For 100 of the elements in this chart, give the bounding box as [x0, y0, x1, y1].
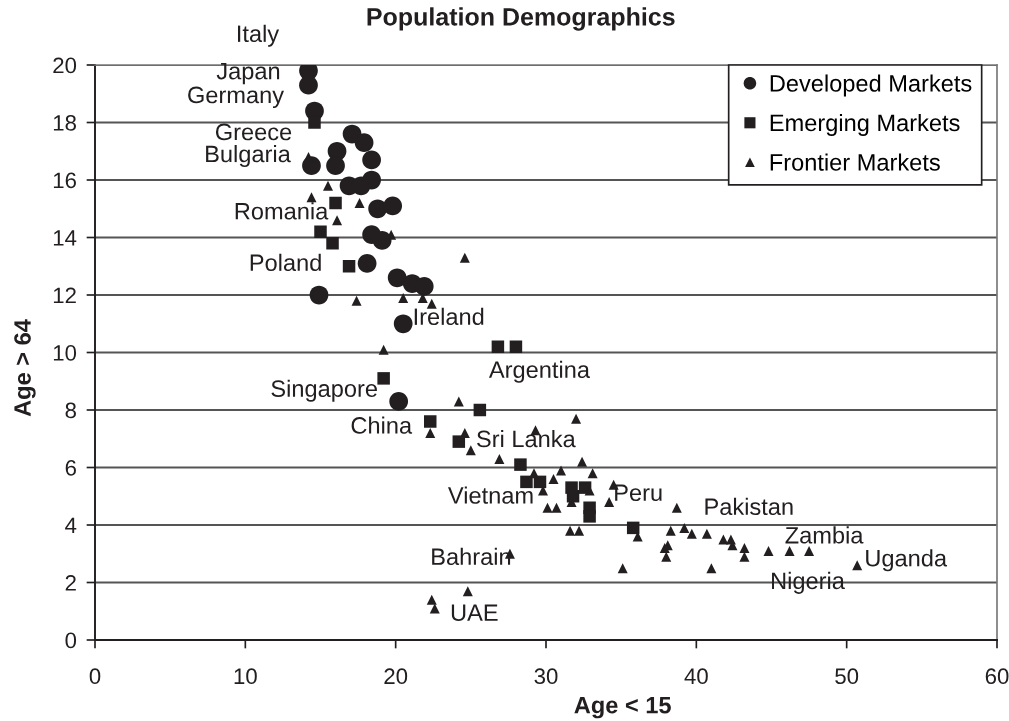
annotation: Italy: [238, 24, 280, 47]
point: [329, 196, 342, 210]
annotation: Romania: [235, 202, 329, 220]
x-axis-title: Age < 15: [574, 697, 671, 719]
x-tick-label: 60: [985, 668, 1009, 685]
point: [377, 372, 390, 385]
annotation: UAE: [451, 604, 498, 622]
x-tick-label: 0: [89, 668, 101, 685]
point: [556, 465, 567, 476]
point: [362, 150, 381, 170]
point: [351, 295, 362, 306]
annotation: Poland: [250, 253, 321, 272]
point: [587, 468, 598, 479]
annotation: Vietnam: [448, 486, 533, 504]
point: [326, 156, 345, 175]
point: [393, 314, 413, 334]
point: [679, 522, 690, 533]
annotation: Sri Lanka: [477, 430, 576, 448]
legend-label: Developed Markets: [770, 74, 972, 97]
point: [604, 497, 615, 507]
point: [414, 277, 434, 296]
point: [389, 392, 409, 411]
point: [804, 545, 815, 556]
point: [299, 75, 318, 95]
point: [387, 268, 407, 288]
point: [784, 545, 795, 556]
point: [425, 428, 436, 438]
point: [583, 510, 596, 523]
point: [357, 254, 377, 273]
point: [701, 528, 712, 539]
point: [852, 560, 863, 571]
y-tick-label: 4: [65, 517, 77, 534]
point: [571, 413, 582, 424]
point: [548, 474, 559, 484]
x-tick-label: 50: [835, 668, 859, 685]
y-tick-label: 20: [53, 57, 77, 74]
point: [462, 586, 473, 597]
annotation: Uganda: [866, 549, 948, 572]
point: [453, 396, 464, 407]
point: [514, 458, 527, 471]
y-tick-label: 10: [53, 345, 77, 361]
annotation: Germany: [188, 86, 284, 108]
x-tick-label: 40: [684, 668, 708, 685]
point: [686, 528, 697, 539]
y-axis-title: Age > 64: [14, 319, 36, 417]
point: [383, 196, 403, 216]
y-tick-label: 0: [65, 632, 77, 649]
point: [378, 344, 389, 355]
x-tick-label: 20: [384, 668, 408, 685]
point: [342, 260, 356, 273]
y-tick-label: 6: [65, 460, 76, 476]
point: [665, 525, 676, 536]
point: [459, 252, 470, 263]
point: [306, 192, 317, 203]
annotation: Greece: [215, 123, 292, 141]
y-tick-label: 8: [65, 402, 76, 419]
point: [354, 133, 374, 152]
chart-title: Population Demographics: [367, 7, 675, 31]
point: [423, 415, 437, 428]
point: [739, 543, 750, 553]
y-tick-label: 12: [53, 287, 76, 304]
y-tick-label: 14: [53, 230, 77, 246]
annotation: Bahrain: [432, 547, 511, 566]
point: [473, 403, 487, 417]
y-tick-label: 2: [65, 575, 76, 591]
y-tick-label: 16: [53, 172, 76, 189]
x-tick-label: 10: [234, 668, 257, 685]
annotation: Singapore: [271, 379, 377, 402]
annotation: Japan: [216, 62, 280, 85]
annotation: China: [351, 416, 413, 434]
point: [452, 435, 466, 448]
point: [465, 445, 476, 456]
point: [429, 603, 440, 614]
annotation: Ireland: [414, 307, 484, 326]
point: [551, 502, 562, 513]
point: [354, 198, 365, 208]
point: [372, 231, 392, 250]
point: [326, 237, 339, 250]
annotation: Bulgaria: [206, 145, 291, 168]
point: [426, 594, 437, 605]
point: [509, 340, 523, 353]
point: [671, 502, 682, 513]
annotation: Argentina: [488, 360, 590, 383]
point: [574, 525, 585, 536]
point: [706, 563, 717, 574]
point: [368, 199, 387, 219]
point: [542, 502, 553, 513]
annotation: Pakistan: [705, 497, 793, 516]
legend-label: Frontier Markets: [770, 153, 940, 171]
point: [626, 521, 640, 535]
point: [309, 285, 329, 305]
point: [398, 292, 409, 303]
x-tick-label: 30: [534, 668, 558, 685]
annotation: Zambia: [785, 526, 864, 544]
point: [763, 545, 774, 556]
point: [577, 456, 588, 467]
point: [565, 525, 576, 536]
point: [491, 340, 505, 353]
point: [332, 215, 343, 226]
annotation: Peru: [615, 484, 662, 502]
